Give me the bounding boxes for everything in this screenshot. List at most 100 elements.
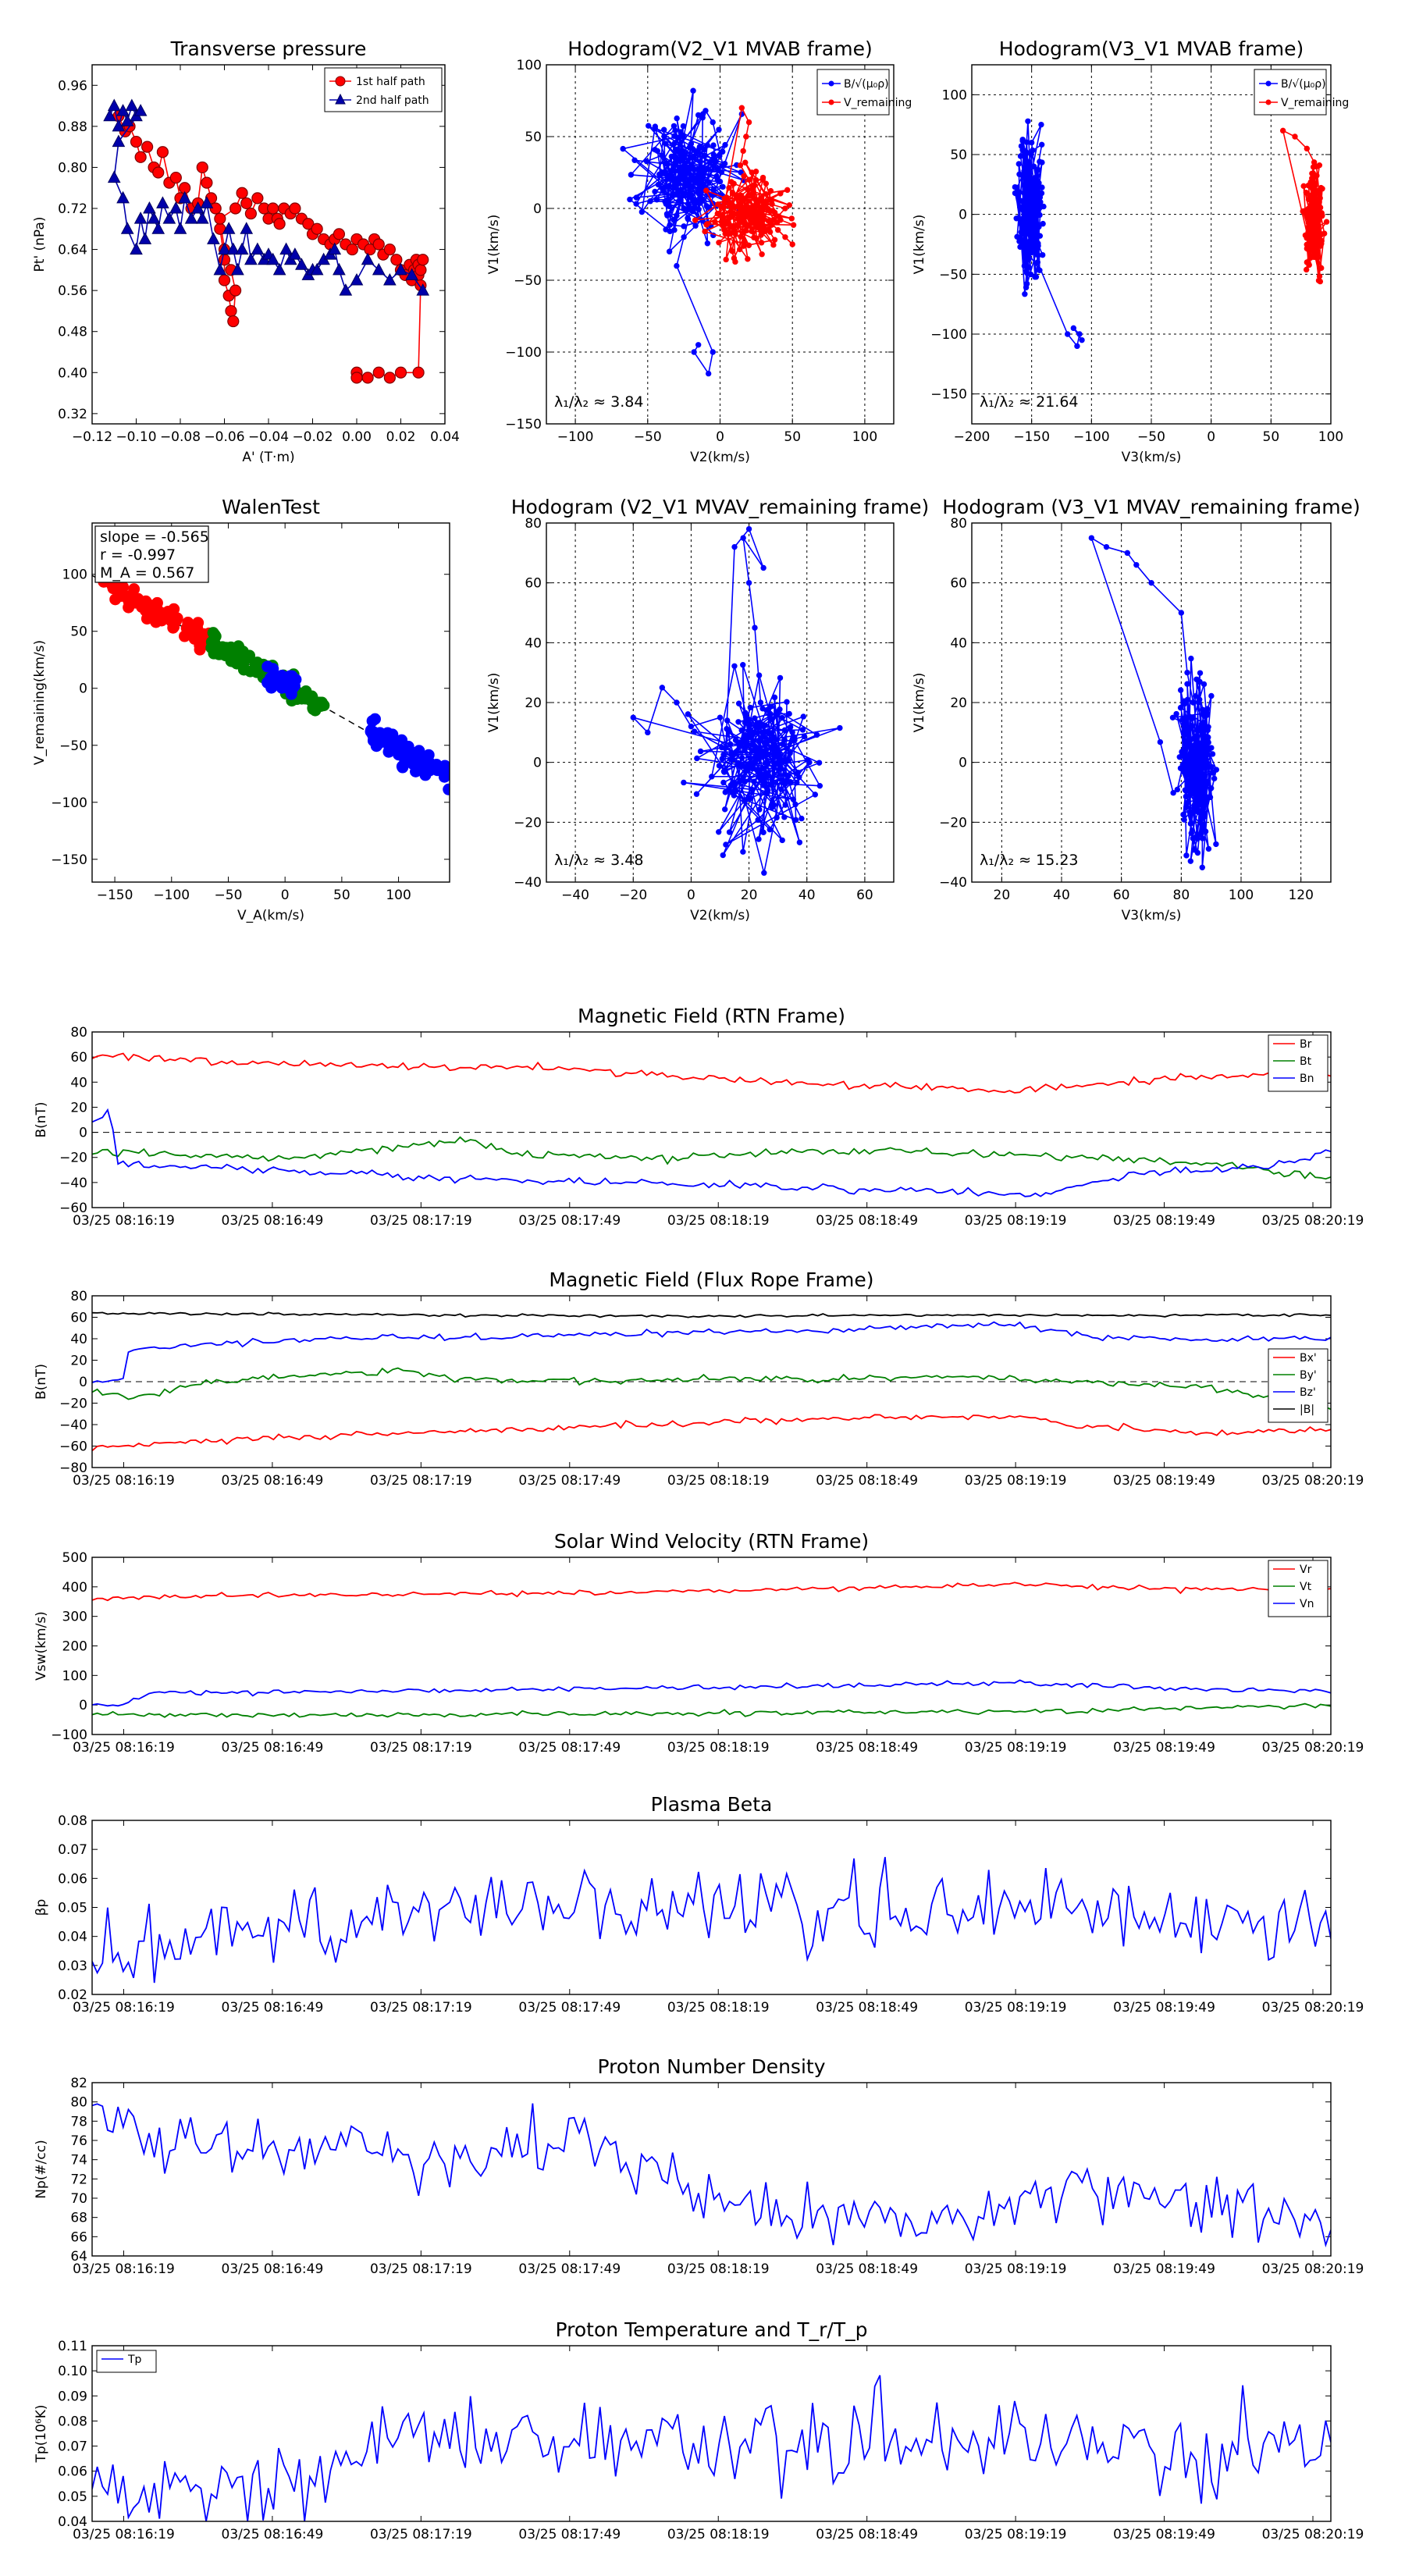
legend-entry: Bn [1300,1073,1314,1085]
data-point [1318,232,1324,238]
data-point [372,262,386,276]
data-point [1028,201,1035,208]
data-point [364,243,376,256]
data-point [647,198,653,205]
y-tick-label: 74 [70,2153,87,2169]
data-point [416,283,430,296]
data-point [1304,241,1310,248]
data-point [688,723,695,730]
data-point [123,596,135,609]
data-point [1179,749,1185,755]
data-point [761,740,768,746]
data-point [718,219,725,225]
chart-beta: 0.02 0.03 0.04 0.05 0.06 0.07 0.08 03/25 08:16:… [34,1793,1364,2016]
data-point [789,729,795,735]
x-tick-label: −100 [1073,429,1110,445]
data-point [801,733,808,740]
legend-entry: Vr [1300,1564,1312,1576]
data-point [201,176,213,189]
plot-frame [971,522,1332,883]
y-tick-label: 80 [70,1289,87,1304]
x-tick-label: 0 [281,888,290,903]
chart-walen: −150 −100 −50 0 50 100 −150 −100 −50 0 50 100 WalenT… [32,496,450,923]
data-point [780,741,786,748]
data-point [738,105,745,111]
x-tick-label: −0.02 [292,429,333,445]
data-point [1323,219,1330,225]
data-point [777,674,784,681]
data-point [762,750,769,757]
data-point [1196,771,1203,778]
data-point [1036,205,1042,211]
data-point [796,839,803,845]
legend-marker [1265,80,1272,87]
data-point [704,142,710,148]
data-point [1033,273,1040,280]
data-point [1022,169,1029,176]
data-point [653,197,660,203]
data-point [745,205,752,212]
legend-marker [335,93,346,105]
data-point [767,219,774,226]
data-point [1213,767,1220,773]
y-tick-label: 0.48 [58,325,87,340]
data-point [761,870,767,876]
legend-entry: |B| [1300,1404,1314,1416]
data-point [1310,235,1316,242]
y-tick-label: 0.11 [58,2339,87,2354]
data-point [1040,220,1046,227]
data-point [757,212,764,219]
y-tick-label: 100 [62,1668,87,1684]
data-point [244,665,257,678]
data-point [633,201,639,207]
y-tick-label: 0.56 [58,283,87,299]
data-point [769,201,775,208]
data-point [630,714,636,720]
data-point [1190,699,1197,706]
data-point [689,184,695,190]
data-point [1208,692,1215,699]
y-tick-label: 50 [525,130,542,145]
legend-entry: Vn [1300,1598,1314,1610]
data-point [1186,735,1193,742]
data-point [1187,858,1194,864]
x-tick-label: 80 [1173,888,1190,903]
series-line-vr [92,1582,1331,1602]
data-point [383,243,396,256]
legend-entry: Bx' [1300,1352,1317,1364]
data-point [705,370,712,377]
y-axis-label: B(nT) [34,1364,49,1400]
data-point [645,729,651,736]
y-tick-label: −20 [939,815,967,831]
y-tick-label: 0.80 [58,160,87,176]
x-tick-label: 100 [1229,888,1254,903]
x-tick-label: 03/25 08:16:19 [73,1473,175,1489]
data-point [694,755,700,762]
y-tick-label: 0.96 [58,78,87,94]
data-point [384,739,397,752]
y-tick-label: −40 [59,1418,87,1433]
y-tick-label: 100 [62,568,87,583]
chart-pt: −0.12 −0.10 −0.08 −0.06 −0.04 −0.02 0.00 0.02 0.… [32,37,460,465]
data-point [1292,133,1298,140]
data-point [372,734,385,746]
data-point [1034,187,1041,194]
data-point [218,242,231,255]
data-point [1307,194,1314,201]
x-tick-label: 03/25 08:18:49 [816,1740,918,1756]
data-point [1193,736,1200,742]
chart-title: Magnetic Field (Flux Rope Frame) [549,1268,873,1291]
stats-line: slope = -0.565 [100,528,209,546]
data-point [749,742,756,748]
data-point [720,226,727,233]
data-point [738,233,744,240]
y-tick-label: 0.10 [58,2364,87,2379]
data-point [195,212,209,224]
y-tick-label: −50 [514,273,542,289]
data-point [350,372,363,384]
x-tick-label: 03/25 08:18:19 [667,2527,770,2542]
data-point [670,216,677,223]
data-point [759,782,767,788]
data-point [214,212,226,225]
data-point [1318,265,1325,272]
